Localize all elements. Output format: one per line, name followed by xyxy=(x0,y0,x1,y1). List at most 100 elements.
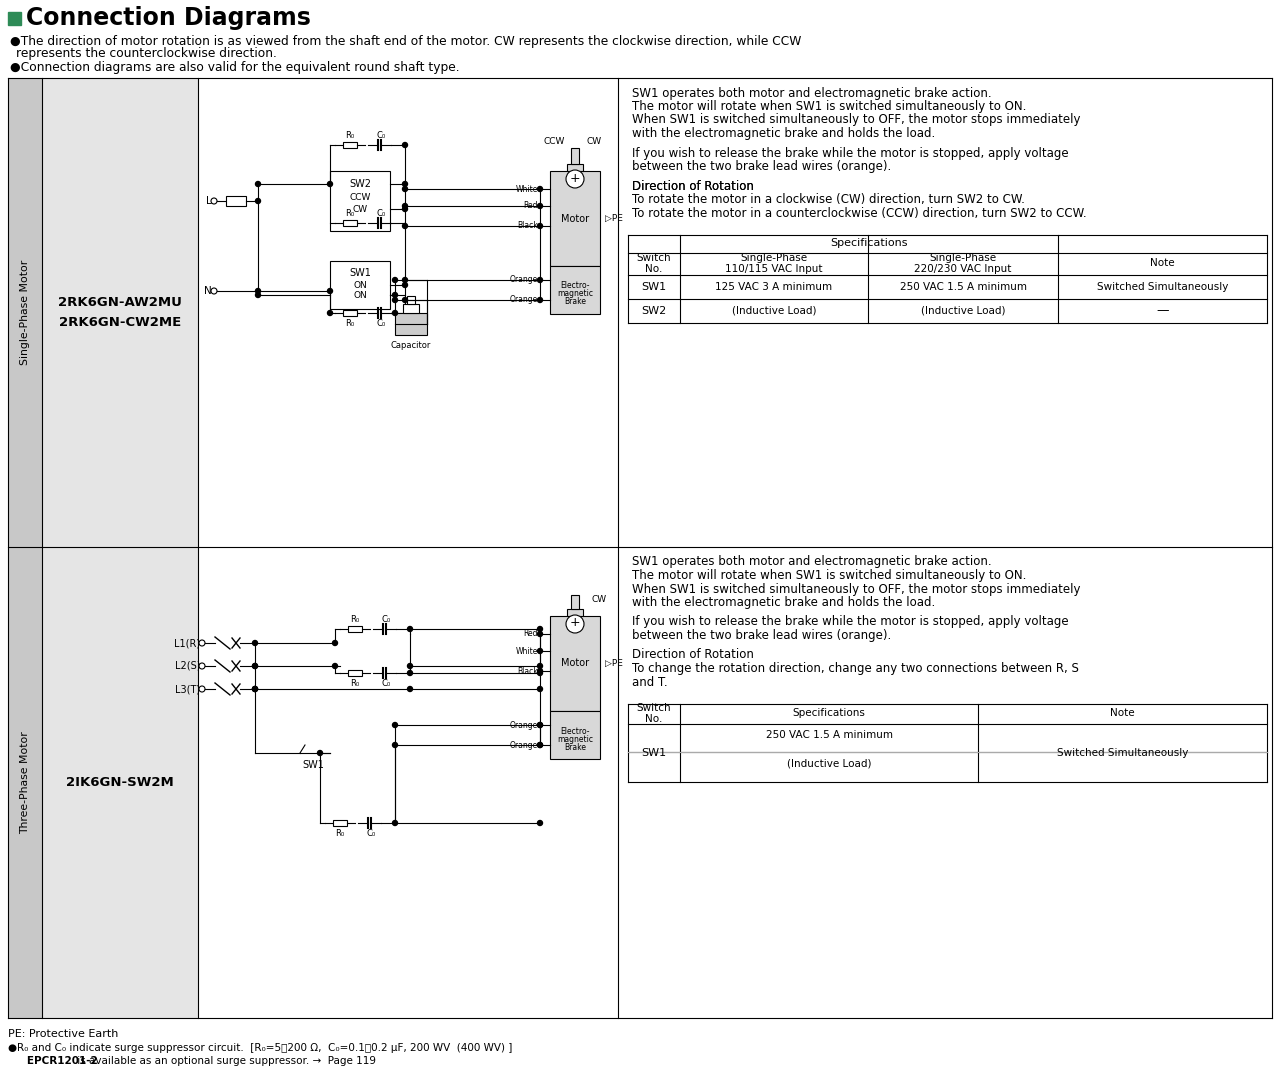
Circle shape xyxy=(402,182,407,187)
Text: Motor: Motor xyxy=(561,658,589,668)
Text: L: L xyxy=(206,196,212,206)
Text: Black: Black xyxy=(517,667,538,676)
Text: SW1: SW1 xyxy=(641,281,667,292)
Text: 125 VAC 3 A minimum: 125 VAC 3 A minimum xyxy=(716,281,832,292)
Text: Red: Red xyxy=(524,629,538,639)
Text: Red: Red xyxy=(524,201,538,211)
Text: SW1 operates both motor and electromagnetic brake action.: SW1 operates both motor and electromagne… xyxy=(632,556,992,569)
Text: 250 VAC 1.5 A minimum: 250 VAC 1.5 A minimum xyxy=(765,730,892,739)
Text: If you wish to release the brake while the motor is stopped, apply voltage: If you wish to release the brake while t… xyxy=(632,147,1069,160)
Bar xyxy=(550,711,600,759)
Bar xyxy=(571,595,579,609)
Text: Black: Black xyxy=(517,222,538,230)
Circle shape xyxy=(198,640,205,646)
Circle shape xyxy=(402,224,407,228)
Bar xyxy=(330,261,390,309)
Circle shape xyxy=(256,289,261,294)
Circle shape xyxy=(538,203,543,209)
Circle shape xyxy=(252,641,257,645)
Text: —: — xyxy=(1156,304,1169,317)
Text: 250 VAC 1.5 A minimum: 250 VAC 1.5 A minimum xyxy=(900,281,1027,292)
Bar xyxy=(403,304,419,313)
Text: 2IK6GN-SW2M: 2IK6GN-SW2M xyxy=(67,776,174,789)
Circle shape xyxy=(538,631,543,637)
Circle shape xyxy=(256,199,261,203)
Text: R₀: R₀ xyxy=(346,131,355,139)
Text: Connection Diagrams: Connection Diagrams xyxy=(26,6,311,30)
Bar xyxy=(567,164,582,171)
Circle shape xyxy=(538,722,543,728)
Circle shape xyxy=(211,198,218,204)
Text: C₀: C₀ xyxy=(376,209,385,217)
Circle shape xyxy=(402,203,407,209)
Circle shape xyxy=(252,686,257,692)
Circle shape xyxy=(407,670,412,676)
Circle shape xyxy=(393,310,398,316)
Circle shape xyxy=(402,297,407,303)
Text: ▷PE: ▷PE xyxy=(605,659,623,668)
Circle shape xyxy=(538,743,543,747)
Text: L2(S): L2(S) xyxy=(174,660,200,671)
Circle shape xyxy=(538,722,543,728)
Circle shape xyxy=(538,820,543,826)
Circle shape xyxy=(256,182,261,187)
Text: CCW: CCW xyxy=(349,193,371,202)
Text: and T.: and T. xyxy=(632,676,668,689)
Circle shape xyxy=(317,750,323,756)
Text: Brake: Brake xyxy=(564,743,586,751)
Circle shape xyxy=(402,206,407,212)
Bar xyxy=(8,547,42,1018)
Circle shape xyxy=(538,686,543,692)
Text: 2RK6GN-AW2MU: 2RK6GN-AW2MU xyxy=(58,296,182,309)
Circle shape xyxy=(256,293,261,297)
Circle shape xyxy=(402,187,407,191)
Text: CCW: CCW xyxy=(543,136,564,146)
Text: Capacitor: Capacitor xyxy=(390,341,431,349)
Text: ●The direction of motor rotation is as viewed from the shaft end of the motor. C: ●The direction of motor rotation is as v… xyxy=(10,35,801,48)
Circle shape xyxy=(538,627,543,631)
Text: ●R₀ and C₀ indicate surge suppressor circuit.  [R₀=5～200 Ω,  C₀=0.1～0.2 μF, 200 : ●R₀ and C₀ indicate surge suppressor cir… xyxy=(8,1043,512,1053)
Text: Direction of Rotation: Direction of Rotation xyxy=(632,179,754,192)
Text: Three-Phase Motor: Three-Phase Motor xyxy=(20,731,29,833)
Text: N: N xyxy=(205,286,212,296)
Circle shape xyxy=(402,282,407,288)
Text: The motor will rotate when SW1 is switched simultaneously to ON.: The motor will rotate when SW1 is switch… xyxy=(632,101,1027,114)
Text: To change the rotation direction, change any two connections between R, S: To change the rotation direction, change… xyxy=(632,662,1079,675)
Text: Orange: Orange xyxy=(509,295,538,305)
Text: SW2: SW2 xyxy=(349,179,371,189)
Bar xyxy=(550,266,600,313)
Text: R₀: R₀ xyxy=(346,209,355,217)
Text: Note: Note xyxy=(1110,708,1135,719)
Text: When SW1 is switched simultaneously to OFF, the motor stops immediately: When SW1 is switched simultaneously to O… xyxy=(632,114,1080,126)
Bar xyxy=(8,78,42,547)
Circle shape xyxy=(211,288,218,294)
Text: represents the counterclockwise direction.: represents the counterclockwise directio… xyxy=(15,48,276,61)
Bar xyxy=(407,296,415,304)
Text: SW1: SW1 xyxy=(302,760,324,770)
Bar xyxy=(550,616,600,711)
Text: C₀: C₀ xyxy=(376,319,385,328)
Text: Direction of Rotation: Direction of Rotation xyxy=(632,179,754,192)
Circle shape xyxy=(198,686,205,692)
Text: Orange: Orange xyxy=(509,721,538,730)
Circle shape xyxy=(538,224,543,228)
Text: R₀: R₀ xyxy=(335,828,344,838)
Text: C₀: C₀ xyxy=(381,679,390,688)
Text: R₀: R₀ xyxy=(351,614,360,624)
Text: C₀: C₀ xyxy=(376,131,385,139)
Text: 2RK6GN-CW2ME: 2RK6GN-CW2ME xyxy=(59,316,182,329)
Text: Single-Phase
110/115 VAC Input: Single-Phase 110/115 VAC Input xyxy=(726,253,823,275)
Circle shape xyxy=(393,293,398,297)
Circle shape xyxy=(538,649,543,654)
Text: Single-Phase Motor: Single-Phase Motor xyxy=(20,259,29,365)
Text: +: + xyxy=(570,616,580,629)
Circle shape xyxy=(252,686,257,692)
Text: Electro-: Electro- xyxy=(561,726,590,735)
Text: L3(T): L3(T) xyxy=(175,684,200,694)
Bar xyxy=(343,221,357,226)
Circle shape xyxy=(538,187,543,191)
Text: C₀: C₀ xyxy=(381,614,390,624)
Bar xyxy=(550,171,600,266)
Text: C₀: C₀ xyxy=(366,828,375,838)
Circle shape xyxy=(252,686,257,692)
